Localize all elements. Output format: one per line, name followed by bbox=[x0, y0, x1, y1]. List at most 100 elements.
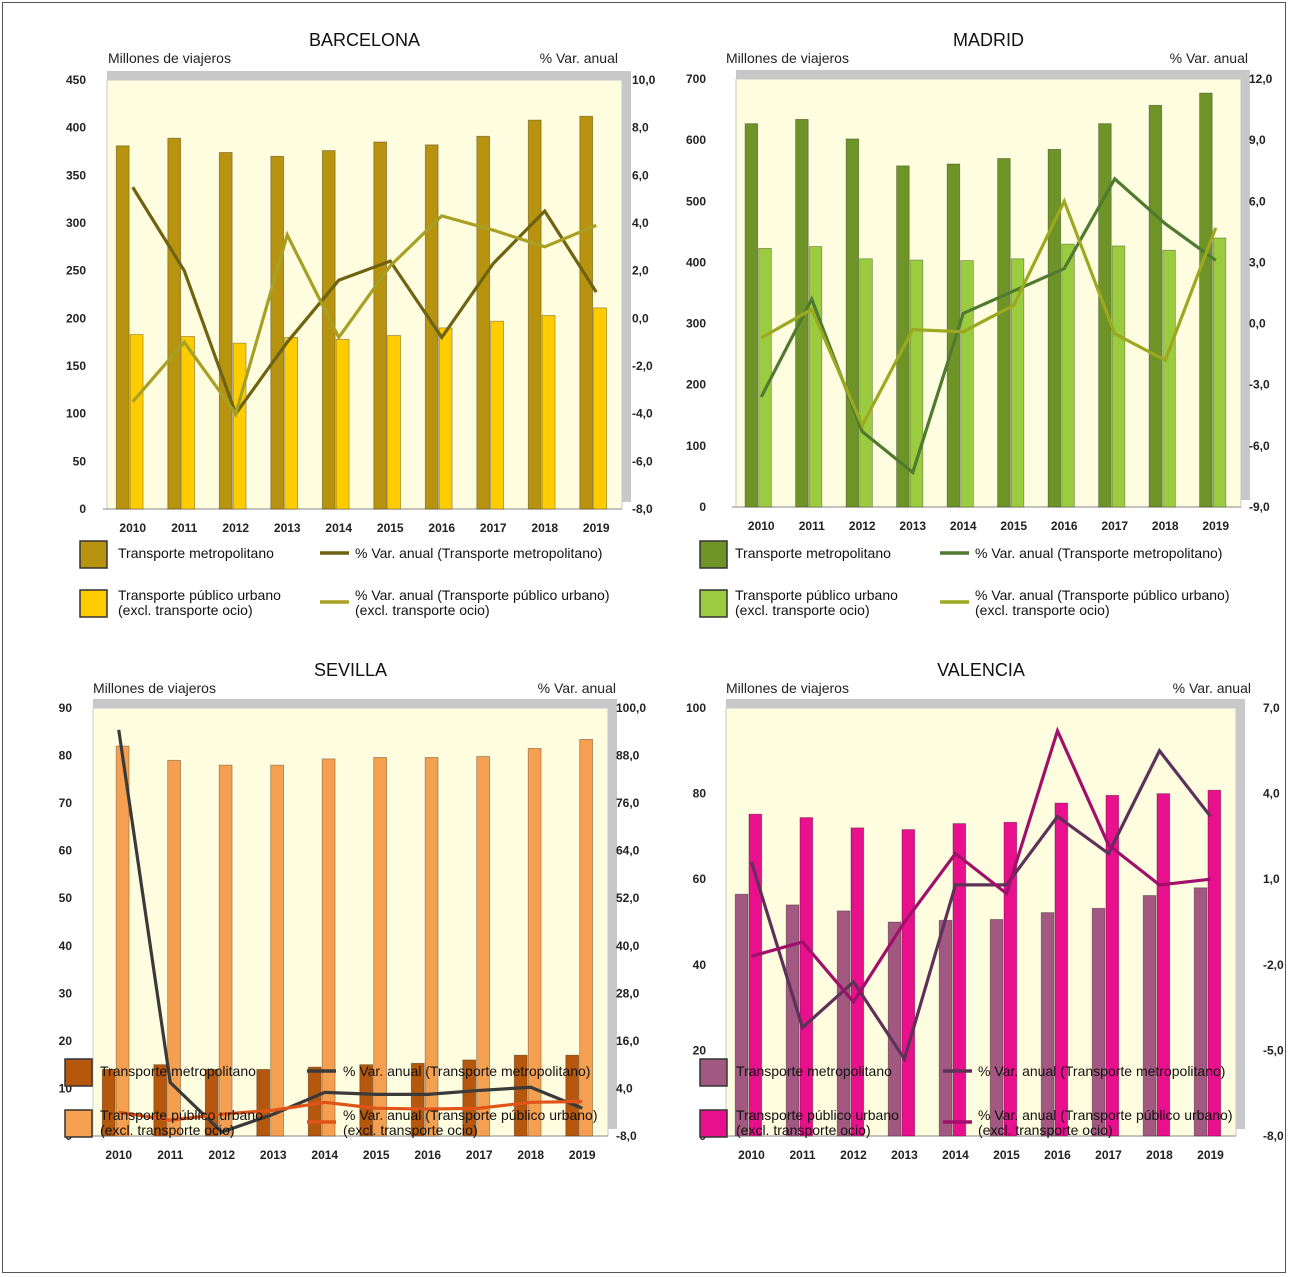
chart-barcelona: BARCELONA Millones de viajeros % Var. anua… bbox=[66, 30, 656, 618]
bar-metropolitano bbox=[997, 158, 1011, 508]
x-tick-label: 2012 bbox=[208, 1148, 235, 1162]
y-tick-label: 20 bbox=[59, 1034, 73, 1048]
legend-label-line: % Var. anual (Transporte público urbano) bbox=[978, 1107, 1232, 1123]
bar-urbano bbox=[799, 817, 814, 1137]
bar-urbano bbox=[1010, 258, 1025, 508]
y2-tick-label: -5,0 bbox=[1263, 1043, 1284, 1057]
y-tick-label: 350 bbox=[66, 168, 86, 182]
y-tick-label: 300 bbox=[686, 317, 706, 331]
bar-metropolitano bbox=[527, 119, 542, 510]
y-tick-label: 70 bbox=[59, 796, 73, 810]
legend-label: Transporte público urbano (excl. transpor… bbox=[735, 587, 898, 618]
bar-metropolitano bbox=[1040, 912, 1055, 1137]
x-tick-label: 2014 bbox=[311, 1148, 338, 1162]
bar-urbano bbox=[490, 320, 504, 510]
y-tick-label: 250 bbox=[66, 264, 86, 278]
bar-urbano bbox=[284, 336, 298, 510]
legend-label: Transporte metropolitano bbox=[100, 1063, 256, 1079]
bar-urbano bbox=[748, 813, 763, 1137]
x-tick-label: 2015 bbox=[993, 1148, 1020, 1162]
bar-metropolitano bbox=[1098, 123, 1112, 508]
legend-label-line: Transporte público urbano bbox=[735, 587, 898, 603]
legend-label-line: % Var. anual (Transporte metropolitano) bbox=[343, 1063, 590, 1079]
legend-label-line: (excl. transporte ocio) bbox=[343, 1122, 478, 1138]
bar-urbano bbox=[1162, 249, 1176, 508]
legend-label-line: Transporte público urbano bbox=[118, 587, 281, 603]
y-tick-label: 450 bbox=[66, 73, 86, 87]
y2-tick-label: -8,0 bbox=[1263, 1129, 1284, 1143]
y-tick-label: 500 bbox=[686, 194, 706, 208]
y2-tick-label: 16,0 bbox=[616, 1034, 640, 1048]
legend-swatch bbox=[64, 1109, 93, 1138]
bar-urbano bbox=[167, 759, 181, 1137]
x-tick-label: 2011 bbox=[799, 519, 825, 533]
line-var-urbano bbox=[118, 1099, 583, 1122]
plot-right-wall bbox=[622, 71, 631, 502]
bar-urbano bbox=[232, 342, 247, 510]
x-tick-label: 2017 bbox=[1095, 1148, 1122, 1162]
y2-axis-label: % Var. anual bbox=[538, 680, 616, 696]
y2-tick-label: -2,0 bbox=[632, 359, 653, 373]
bar-metropolitano bbox=[1193, 887, 1208, 1137]
y-axis-label: Millones de viajeros bbox=[726, 50, 849, 66]
bar-metropolitano bbox=[410, 1062, 425, 1137]
x-tick-label: 2019 bbox=[1197, 1148, 1224, 1162]
bar-metropolitano bbox=[167, 137, 182, 510]
legend-label-line: Transporte metropolitano bbox=[100, 1063, 256, 1079]
y2-tick-label: -8,0 bbox=[632, 502, 653, 516]
legend-label-line: (excl. transporte ocio) bbox=[118, 602, 253, 618]
bar-metropolitano bbox=[989, 919, 1004, 1137]
y-tick-label: 90 bbox=[59, 701, 73, 715]
y-tick-label: 40 bbox=[59, 939, 73, 953]
y-tick-label: 30 bbox=[59, 986, 73, 1000]
legend-label-line: (excl. transporte ocio) bbox=[735, 602, 870, 618]
x-tick-label: 2013 bbox=[260, 1148, 287, 1162]
bar-urbano bbox=[181, 336, 195, 510]
bar-urbano bbox=[321, 758, 336, 1137]
y2-tick-label: 0,0 bbox=[632, 311, 649, 325]
x-tick-label: 2013 bbox=[274, 521, 301, 535]
legend-swatch bbox=[64, 1058, 93, 1087]
legend-label-line: Transporte metropolitano bbox=[735, 545, 891, 561]
x-tick-label: 2016 bbox=[414, 1148, 441, 1162]
legend-label-line: Transporte metropolitano bbox=[736, 1063, 892, 1079]
y-tick-label: 50 bbox=[59, 891, 73, 905]
y-tick-label: 20 bbox=[693, 1043, 707, 1057]
y2-tick-label: 8,0 bbox=[632, 121, 649, 135]
bar-urbano bbox=[1061, 243, 1075, 508]
x-tick-label: 2012 bbox=[849, 519, 876, 533]
bar-metropolitano bbox=[1142, 895, 1157, 1137]
bar-urbano bbox=[541, 315, 556, 510]
bar-metropolitano bbox=[218, 152, 233, 510]
bar-urbano bbox=[579, 738, 593, 1137]
bar-metropolitano bbox=[1047, 148, 1062, 508]
bar-urbano bbox=[1207, 789, 1222, 1137]
bar-urbano bbox=[527, 748, 542, 1137]
x-tick-label: 2017 bbox=[466, 1148, 493, 1162]
legend-label-line: % Var. anual (Transporte metropolitano) bbox=[975, 545, 1222, 561]
legend-label-line: (excl. transporte ocio) bbox=[100, 1122, 235, 1138]
x-tick-label: 2017 bbox=[480, 521, 507, 535]
bar-metropolitano bbox=[938, 919, 953, 1137]
bar-metropolitano bbox=[115, 145, 130, 510]
line-var-urbano bbox=[751, 726, 1211, 1005]
bar-urbano bbox=[424, 757, 439, 1137]
y2-tick-label: 76,0 bbox=[616, 796, 640, 810]
legend-swatch bbox=[699, 589, 728, 618]
legend-label-line: (excl. transporte ocio) bbox=[736, 1122, 871, 1138]
bar-metropolitano bbox=[101, 1069, 116, 1137]
x-tick-label: 2014 bbox=[942, 1148, 969, 1162]
x-tick-label: 2019 bbox=[583, 521, 610, 535]
x-tick-label: 2019 bbox=[1202, 519, 1229, 533]
legend-label: Transporte metropolitano bbox=[118, 545, 274, 561]
bar-metropolitano bbox=[785, 904, 800, 1137]
bar-metropolitano bbox=[256, 1069, 271, 1137]
y2-tick-label: 6,0 bbox=[632, 168, 649, 182]
y2-tick-label: 28,0 bbox=[616, 986, 640, 1000]
legend-label: % Var. anual (Transporte metropolitano) bbox=[355, 545, 602, 561]
x-tick-label: 2016 bbox=[428, 521, 455, 535]
legend-label-line: % Var. anual (Transporte público urbano) bbox=[355, 587, 609, 603]
chart-title: SEVILLA bbox=[314, 660, 387, 680]
